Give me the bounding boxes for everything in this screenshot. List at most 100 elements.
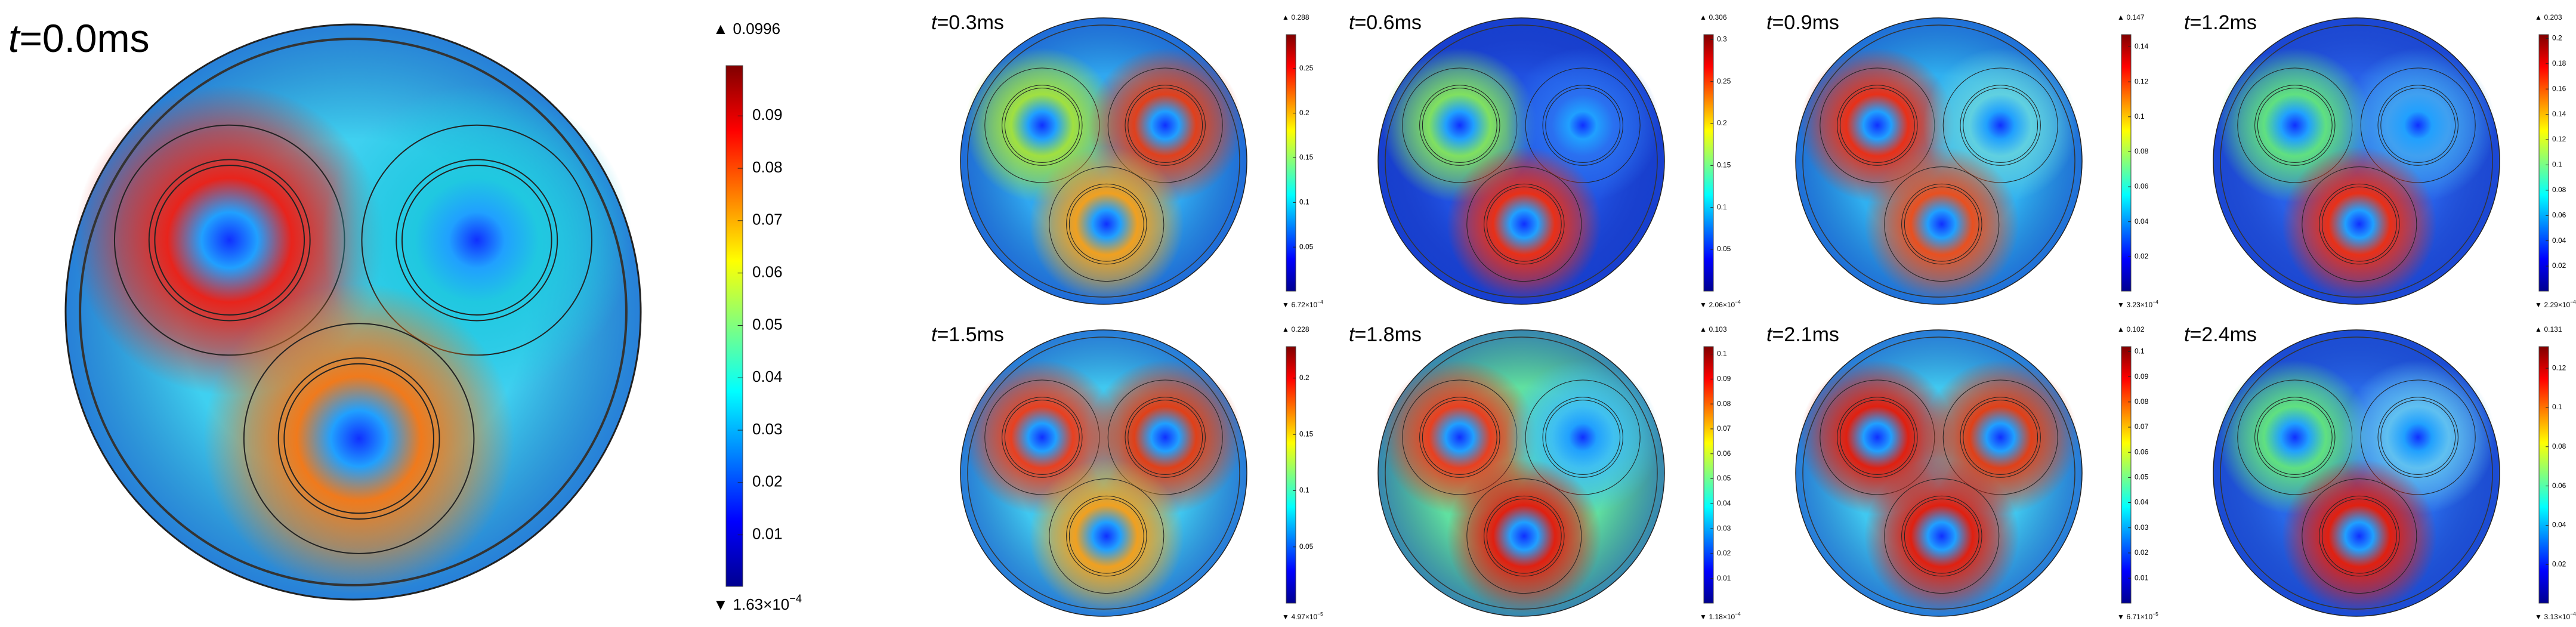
colorbar-tick-label: 0.05	[752, 315, 783, 333]
colorbar	[2538, 346, 2549, 604]
colorbar	[1286, 346, 1296, 604]
min-exponent: −4	[789, 592, 802, 604]
max-marker: ▲	[1700, 13, 1707, 21]
sheath-outline	[1385, 24, 1658, 298]
field-glow	[1029, 459, 1184, 614]
max-value: 0.102	[2126, 325, 2144, 333]
time-label: t=1.2ms	[2184, 11, 2257, 34]
colorbar-min-label: ▼ 4.97×10−5	[1282, 611, 1323, 621]
colorbar-tick-label: 0.05	[1299, 542, 1314, 551]
field-glow	[1864, 459, 2019, 614]
outer-outline	[1795, 17, 2083, 305]
min-exponent: −5	[2152, 611, 2158, 617]
sheath-outline	[79, 38, 628, 586]
conductor-outline	[1125, 85, 1206, 166]
colorbar-min-label: ▼ 2.06×10−4	[1700, 299, 1741, 309]
panel: t=0.9ms 0.02 0.04 0.06 0.08 0.1 0.12 0.14 ▲ 0.147…	[1766, 11, 2158, 309]
time-value: =1.8ms	[1354, 323, 1421, 346]
conductor-outline	[1066, 495, 1147, 577]
field-glow	[1864, 147, 2019, 302]
min-mantissa: 2.29×10	[2544, 301, 2570, 309]
min-mantissa: 3.23×10	[2126, 301, 2152, 309]
outer-outline	[960, 329, 1247, 617]
colorbar-tick-label: 0.25	[1717, 77, 1731, 85]
colorbar-tick-label: 0.2	[1299, 109, 1309, 117]
time-value: =0.3ms	[937, 11, 1003, 34]
panel: t=0.3ms 0.05 0.1 0.15 0.2 0.25 ▲ 0.288 ▼ 6.72×10−…	[931, 11, 1323, 309]
min-mantissa: 2.06×10	[1709, 301, 1735, 309]
colorbar-tick-label: 0.05	[1717, 474, 1731, 483]
conductor-outline	[2321, 498, 2397, 574]
conductor-outline	[1484, 183, 1565, 265]
sheath-outline	[967, 24, 1240, 298]
colorbar-tick-label: 0.06	[2552, 481, 2566, 490]
conductor-outline	[1542, 397, 1623, 478]
time-label: t=2.4ms	[2184, 323, 2257, 346]
max-value: 0.228	[1291, 325, 1309, 333]
time-value: =0.9ms	[1772, 11, 1839, 34]
sheath-outline	[1385, 336, 1658, 610]
colorbar-tick-label: 0.02	[2135, 548, 2149, 557]
conductor-outline	[1068, 186, 1144, 262]
colorbar-tick-label: 0.15	[1717, 161, 1731, 169]
min-exponent: −4	[2570, 611, 2576, 617]
colorbar-tick-label: 0.05	[1717, 245, 1731, 253]
conductor-outline	[1904, 498, 1979, 574]
min-marker: ▼	[2117, 613, 2124, 621]
max-value: 0.103	[1709, 325, 1726, 333]
conductor-outline	[1002, 397, 1083, 478]
colorbar-min-label: ▼ 2.29×10−4	[2535, 299, 2576, 309]
outer-outline	[2213, 17, 2500, 305]
colorbar-min-label: ▼ 3.13×10−4	[2535, 611, 2576, 621]
panel: t=0.6ms 0.05 0.1 0.15 0.2 0.25 0.3 ▲ 0.306 ▼ 2.06×…	[1349, 11, 1741, 309]
conductor-outline	[2377, 85, 2458, 166]
conductor-outline	[1837, 397, 1918, 478]
conductor-outline	[1839, 400, 1915, 475]
colorbar-tick-label: 0.04	[2135, 217, 2149, 226]
conductor-outline	[1545, 88, 1621, 163]
panel: t=1.2ms 0.02 0.04 0.06 0.08 0.1 0.12 0.14 0.16 0.…	[2184, 11, 2576, 309]
time-label: t=0.6ms	[1349, 11, 1422, 34]
colorbar-tick-label: 0.04	[2552, 236, 2566, 245]
colorbar-tick-label: 0.12	[2135, 77, 2149, 85]
time-value: =0.6ms	[1354, 11, 1421, 34]
colorbar	[2121, 34, 2132, 292]
field-glow	[1447, 459, 1602, 614]
time-variable: t	[2184, 11, 2191, 34]
time-label: t=1.5ms	[931, 323, 1004, 346]
colorbar-max-label: ▲ 0.203	[2535, 13, 2562, 21]
colorbar-max-label: ▲ 0.288	[1282, 13, 1309, 21]
min-marker: ▼	[713, 595, 728, 613]
colorbar-max-label: ▲ 0.102	[2117, 325, 2145, 333]
max-value: 0.147	[2126, 13, 2144, 21]
outer-outline	[1377, 329, 1665, 617]
time-variable: t	[8, 16, 21, 60]
min-mantissa: 1.63×10	[733, 595, 790, 613]
time-value: =1.5ms	[937, 323, 1003, 346]
conductor-outline	[283, 363, 434, 514]
conductor-outline	[1484, 495, 1565, 577]
conductor-outline	[2319, 495, 2400, 577]
time-value: =0.0ms	[19, 16, 149, 60]
field-glow	[2282, 147, 2437, 302]
colorbar-tick-label: 0.09	[1717, 375, 1731, 383]
colorbar-max-label: ▲ 0.306	[1700, 13, 1727, 21]
sheath-outline	[967, 336, 1240, 610]
time-value: =1.2ms	[2189, 11, 2256, 34]
colorbar-tick-label: 0.06	[2135, 182, 2149, 190]
colorbar-tick-label: 0.02	[2552, 560, 2566, 568]
colorbar-tick-label: 0.06	[1717, 449, 1731, 458]
min-mantissa: 6.71×10	[2126, 613, 2152, 621]
max-marker: ▲	[1282, 325, 1289, 333]
colorbar-tick-label: 0.07	[752, 211, 783, 228]
conductor-outline	[1068, 498, 1144, 574]
colorbar-min-label: ▼ 1.18×10−4	[1700, 611, 1741, 621]
max-marker: ▲	[2117, 13, 2124, 21]
min-marker: ▼	[2535, 301, 2542, 309]
conductor-outline	[1884, 166, 2000, 282]
field-glow	[1447, 147, 1602, 302]
max-value: 0.306	[1709, 13, 1726, 21]
panel: t=1.5ms 0.05 0.1 0.15 0.2 ▲ 0.228 ▼ 4.97×10−5	[931, 323, 1323, 621]
colorbar-tick-label: 0.06	[2552, 211, 2566, 219]
colorbar-tick-label: 0.2	[1299, 373, 1309, 382]
